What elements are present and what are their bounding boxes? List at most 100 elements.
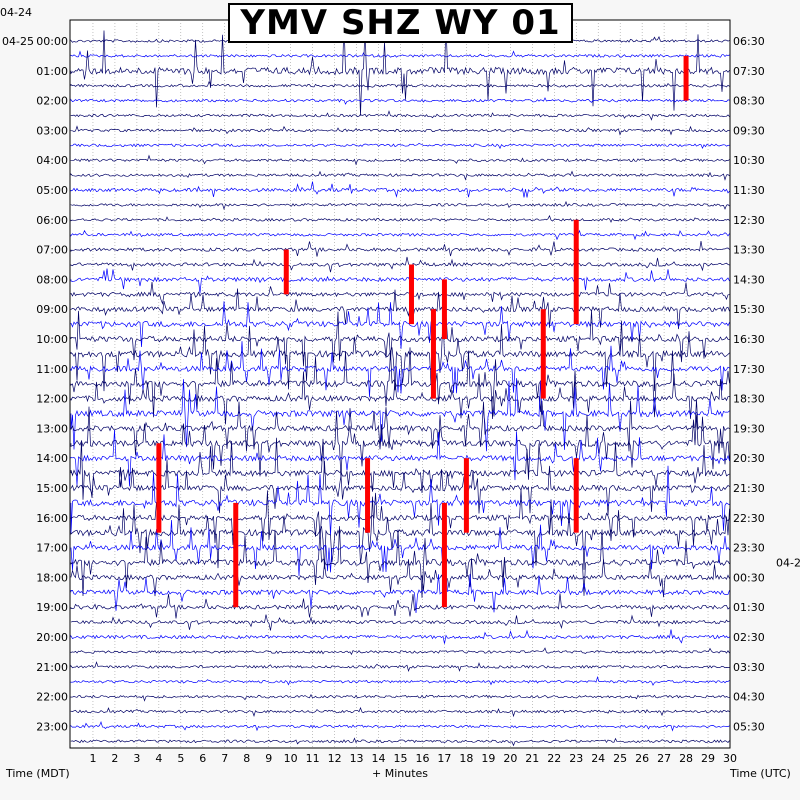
trace-row: [70, 268, 730, 294]
trace-row: [70, 526, 730, 598]
x-tick-label: 26: [635, 752, 649, 765]
right-hour-label: 19:30: [733, 422, 765, 435]
left-hour-label: 20:00: [36, 631, 68, 644]
right-hour-label: 08:30: [733, 95, 765, 108]
trace-row: [70, 519, 730, 577]
clipped-event: [441, 279, 447, 339]
right-date-label: 04-2: [776, 557, 800, 570]
trace-row: [70, 465, 730, 536]
trace-row: [70, 200, 730, 211]
left-hour-label: 18:00: [36, 571, 68, 584]
right-hour-label: 06:30: [733, 35, 765, 48]
right-hour-label: 10:30: [733, 154, 765, 167]
clipped-event: [365, 458, 371, 533]
right-hour-label: 07:30: [733, 65, 765, 78]
right-hour-label: 21:30: [733, 482, 765, 495]
x-tick-label: 17: [437, 752, 451, 765]
trace-row: [70, 647, 730, 656]
left-date-label: 04-24: [0, 6, 32, 19]
left-hour-label: 23:00: [36, 720, 68, 733]
right-axis-label: Time (UTC): [729, 767, 791, 780]
x-tick-label: 27: [657, 752, 671, 765]
left-hour-label: 04:00: [36, 154, 68, 167]
clipped-event: [408, 264, 414, 325]
trace-row: [70, 170, 730, 181]
left-hour-label: 03:00: [36, 124, 68, 137]
trace-row: [70, 720, 730, 732]
left-hour-label: 00:00: [36, 35, 68, 48]
x-tick-label: 19: [481, 752, 495, 765]
trace-row: [70, 370, 730, 425]
trace-row: [70, 181, 730, 198]
trace-row: [70, 229, 730, 241]
clipped-event: [233, 502, 239, 608]
clipped-event: [573, 458, 579, 533]
x-tick-label: 8: [243, 752, 250, 765]
left-hour-label: 21:00: [36, 661, 68, 674]
right-hour-label: 22:30: [733, 512, 765, 525]
trace-row: [70, 317, 730, 392]
right-hour-label: 03:30: [733, 661, 765, 674]
trace-row: [70, 399, 730, 456]
trace-row: [70, 347, 730, 420]
x-tick-label: 16: [415, 752, 429, 765]
x-tick-label: 2: [111, 752, 118, 765]
x-tick-label: 7: [221, 752, 228, 765]
x-tick-label: 29: [701, 752, 715, 765]
x-tick-label: 1: [89, 752, 96, 765]
trace-row: [70, 288, 730, 330]
clipped-event: [283, 249, 289, 295]
trace-row: [70, 256, 730, 273]
left-hour-label: 10:00: [36, 333, 68, 346]
chart-title: YMV SHZ WY 01: [228, 3, 573, 43]
x-tick-label: 24: [591, 752, 605, 765]
x-axis-label: + Minutes: [372, 767, 428, 780]
x-tick-label: 25: [613, 752, 627, 765]
trace-row: [70, 282, 730, 305]
clipped-event: [573, 219, 579, 325]
left-hour-label: 16:00: [36, 512, 68, 525]
right-hour-label: 11:30: [733, 184, 765, 197]
clipped-event: [683, 55, 689, 101]
trace-row: [70, 614, 730, 631]
right-hour-label: 16:30: [733, 333, 765, 346]
trace-row: [70, 142, 730, 150]
trace-row: [70, 378, 730, 452]
trace-row: [70, 97, 730, 105]
left-hour-label: 08:00: [36, 273, 68, 286]
left-hour-label: 22:00: [36, 691, 68, 704]
right-hour-label: 17:30: [733, 363, 765, 376]
x-tick-label: 18: [459, 752, 473, 765]
trace-row: [70, 593, 730, 619]
right-hour-label: 02:30: [733, 631, 765, 644]
left-hour-label: 02:00: [36, 95, 68, 108]
trace-row: [70, 629, 730, 644]
x-tick-label: 5: [177, 752, 184, 765]
trace-row: [70, 214, 730, 223]
x-tick-label: 4: [155, 752, 162, 765]
left-hour-label: 15:00: [36, 482, 68, 495]
x-tick-label: 30: [723, 752, 737, 765]
clipped-event: [430, 309, 436, 399]
trace-row: [70, 496, 730, 570]
left-hour-label: 11:00: [36, 363, 68, 376]
left-hour-label: 17:00: [36, 542, 68, 555]
right-hour-label: 12:30: [733, 214, 765, 227]
x-tick-label: 9: [265, 752, 272, 765]
trace-row: [70, 22, 730, 116]
trace-row: [70, 706, 730, 718]
trace-row: [70, 459, 730, 516]
clipped-event: [156, 443, 162, 533]
right-hour-label: 00:30: [733, 571, 765, 584]
trace-row: [70, 676, 730, 686]
clipped-event: [540, 309, 546, 399]
right-hour-label: 20:30: [733, 452, 765, 465]
axis-labels: 00:00 01:00 02:00 03:00 04:00 05:00 06:00 07:00…: [0, 6, 800, 780]
trace-row: [70, 301, 730, 349]
right-hour-label: 13:30: [733, 244, 765, 257]
trace-row: [70, 693, 730, 702]
left-hour-label: 06:00: [36, 214, 68, 227]
left-hour-label: 05:00: [36, 184, 68, 197]
right-hour-label: 01:30: [733, 601, 765, 614]
